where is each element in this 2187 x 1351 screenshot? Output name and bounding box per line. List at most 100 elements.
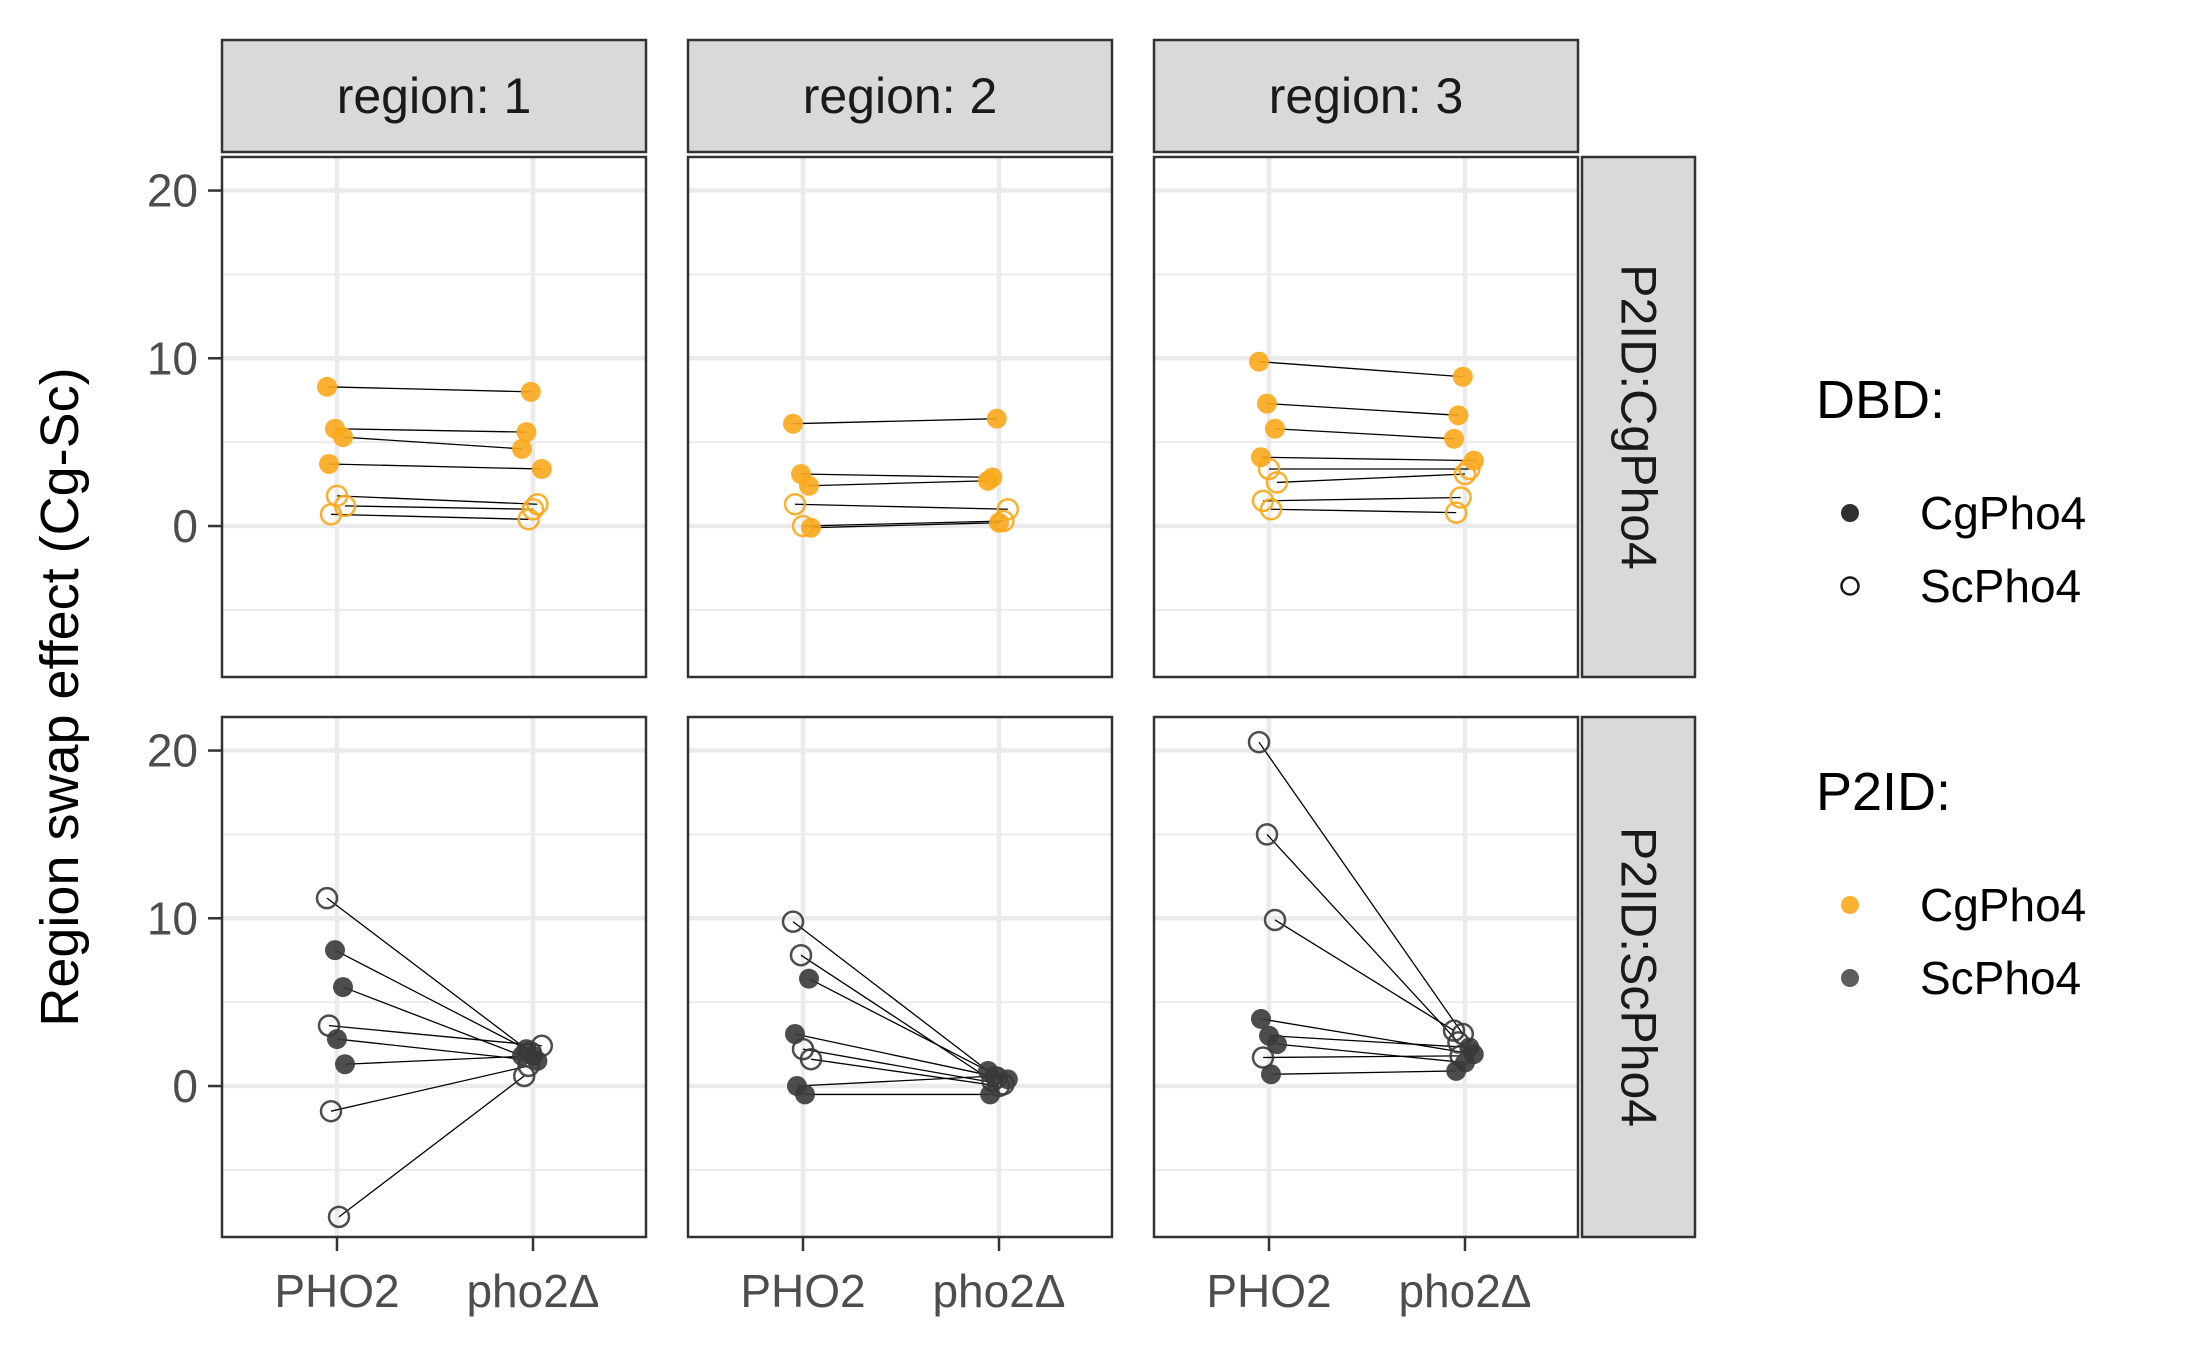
data-point-filled: [986, 408, 1007, 429]
data-point-filled: [333, 977, 353, 998]
pair-connector-line: [1258, 360, 1463, 378]
pair-connector-line: [794, 1033, 1008, 1080]
pair-connector-line: [336, 495, 538, 505]
legend-title: P2ID:: [1816, 762, 1951, 822]
pair-connector-line: [810, 522, 1000, 529]
legend-layer: DBD: CgPho4 ScPho4 P2ID: CgPho4 ScPho4: [1816, 370, 2086, 1004]
data-point-open: [1449, 486, 1472, 509]
pair-connector-line: [344, 505, 534, 510]
data-point-filled: [1452, 366, 1473, 387]
panel-border: [686, 155, 1114, 679]
data-point-open: [1259, 498, 1283, 521]
legend-label: CgPho4: [1920, 487, 2086, 539]
legend-key-filled: [1841, 969, 1859, 987]
y-tick-label: 10: [147, 892, 198, 944]
data-point-filled: [989, 512, 1009, 533]
panel-border: [1152, 715, 1580, 1239]
data-point-open: [1444, 501, 1468, 524]
pair-connector-line: [808, 978, 989, 1072]
pair-connector-line: [342, 436, 523, 450]
facet-strip-column: [686, 38, 1114, 154]
pair-connector-line: [344, 1055, 534, 1065]
data-point-filled: [1444, 428, 1464, 449]
x-tick-label: PHO2: [274, 1265, 399, 1317]
facet-strip-row: [1580, 715, 1697, 1239]
y-tick-label: 20: [147, 165, 198, 217]
facet-strip-column: [1152, 38, 1580, 154]
pair-connector-line: [810, 1058, 1000, 1087]
data-point-filled: [319, 453, 339, 474]
pair-connector-line: [1266, 833, 1459, 1043]
legend-key-filled: [1841, 504, 1859, 522]
data-point-filled: [1257, 393, 1277, 414]
data-point-filled: [327, 1029, 347, 1050]
data-point-open: [1442, 1019, 1466, 1042]
data-point-filled: [1251, 447, 1271, 468]
data-point-filled: [801, 517, 821, 538]
pair-connector-line: [1270, 1070, 1457, 1075]
legend-label: CgPho4: [1920, 879, 2086, 931]
pair-connector-line: [1260, 1018, 1474, 1055]
data-point-open: [799, 1047, 823, 1071]
data-point-open: [1257, 457, 1281, 481]
facet-strip-column: [220, 38, 648, 154]
data-point-filled: [1251, 1008, 1271, 1029]
pair-connector-line: [792, 921, 998, 1079]
facet-strip-row: [1580, 155, 1697, 679]
pair-connector-line: [334, 949, 527, 1050]
data-point-filled: [333, 427, 353, 448]
y-tick-label: 20: [147, 725, 198, 777]
legend-title: DBD:: [1816, 370, 1945, 430]
pair-connector-line: [328, 1024, 542, 1047]
data-point-filled: [799, 475, 819, 496]
connector-lines-layer: [326, 360, 1474, 1218]
data-point-filled: [531, 459, 552, 479]
points-layer: [315, 351, 1484, 1229]
data-point-open: [319, 1099, 343, 1123]
facet-strip-label: region: 2: [803, 68, 998, 124]
x-tick-label: PHO2: [740, 1265, 865, 1317]
x-tick-label: pho2Δ: [1398, 1265, 1531, 1317]
facet-strip-label: P2ID:CgPho4: [1611, 264, 1667, 570]
pair-connector-line: [342, 986, 523, 1057]
data-point-filled: [980, 1084, 1001, 1105]
pair-connector-line: [326, 897, 532, 1054]
y-tick-label: 0: [172, 500, 198, 552]
data-point-open: [1458, 457, 1481, 481]
data-point-open: [512, 1064, 536, 1088]
panel-border: [220, 155, 648, 679]
data-point-open: [319, 503, 343, 526]
pair-connector-line: [1258, 741, 1464, 1035]
data-point-filled: [1249, 351, 1269, 372]
legend-key-filled: [1841, 896, 1859, 914]
pair-connector-line: [802, 1048, 1004, 1085]
y-axis-title: Region swap effect (Cg-Sc): [30, 367, 90, 1026]
pair-connector-line: [1274, 428, 1455, 440]
pair-connector-line: [1266, 402, 1459, 416]
grid-layer: [222, 157, 1578, 1237]
data-point-open: [781, 910, 805, 933]
data-point-filled: [978, 470, 998, 491]
data-point-filled: [1265, 418, 1285, 439]
pair-connector-line: [328, 463, 542, 470]
data-point-filled: [512, 438, 532, 459]
data-point-filled: [783, 413, 803, 434]
strips-layer: region: 1 region: 2 region: 3 P2ID:CgPho4 P2…: [220, 38, 1697, 1239]
data-point-open: [1263, 908, 1287, 932]
pair-connector-line: [1276, 1043, 1466, 1064]
y-tick-label: 10: [147, 332, 198, 384]
facet-strip-label: P2ID:ScPho4: [1611, 827, 1667, 1127]
data-point-open: [1251, 489, 1275, 513]
data-point-open: [1247, 730, 1271, 754]
pair-connector-line: [1274, 919, 1455, 1032]
pair-connector-line: [1270, 508, 1457, 514]
legend-label: ScPho4: [1920, 952, 2081, 1004]
pair-connector-line: [338, 1075, 525, 1218]
pair-connector-line: [800, 473, 993, 479]
data-point-filled: [795, 1084, 815, 1105]
data-point-filled: [799, 968, 819, 989]
data-point-filled: [785, 1024, 805, 1045]
data-point-open: [789, 943, 813, 967]
pair-connector-line: [794, 503, 1008, 510]
